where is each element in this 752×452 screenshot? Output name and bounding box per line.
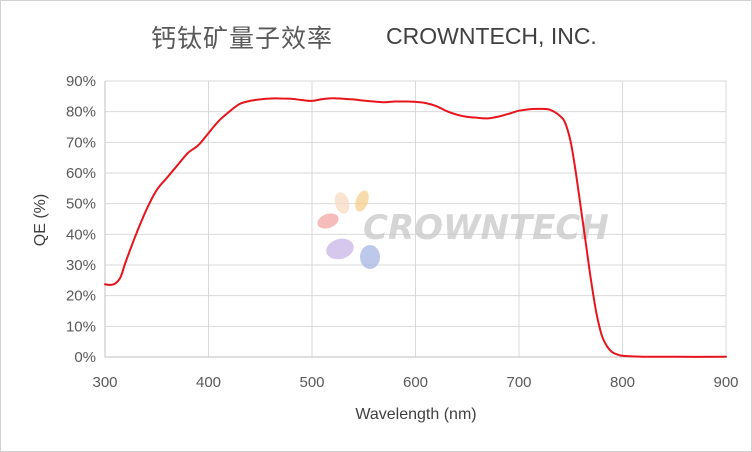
y-tick-label: 70% [66, 134, 96, 151]
axes: 0% 10% 20% 30% 40% 50% 60% 70% 80% 90% 300 400 500 60… [66, 73, 739, 391]
y-axis-label: QE (%) [32, 194, 49, 246]
x-tick-label: 300 [92, 374, 117, 391]
watermark-petal [326, 238, 354, 260]
x-axis-label: Wavelength (nm) [355, 406, 476, 423]
watermark-petal [317, 213, 339, 229]
gridlines [105, 80, 727, 357]
x-tick-label: 900 [713, 374, 738, 391]
y-tick-label: 0% [74, 349, 96, 366]
y-tick-label: 60% [66, 165, 96, 182]
watermark-petal [355, 190, 369, 212]
chart-title-company: CROWNTECH, INC. [386, 23, 597, 49]
x-tick-label: 800 [610, 374, 635, 391]
x-tick-label: 500 [299, 374, 324, 391]
y-tick-label: 40% [66, 226, 96, 243]
series-layer [104, 97, 727, 358]
watermark-petal [360, 245, 380, 269]
x-tick-label: 600 [403, 374, 428, 391]
y-tick-label: 30% [66, 257, 96, 274]
crowntech-watermark: CROWNTECH [317, 190, 609, 269]
watermark-petal [334, 192, 350, 214]
x-tick-label: 700 [506, 374, 531, 391]
watermark-flower-logo [317, 190, 380, 269]
y-tick-label: 80% [66, 104, 96, 121]
qe-series-line [104, 97, 727, 358]
chart-title-chinese: 钙钛矿量子效率 [151, 24, 334, 53]
y-tick-label: 50% [66, 196, 96, 213]
y-tick-label: 90% [66, 73, 96, 90]
x-tick-label: 400 [196, 374, 221, 391]
y-tick-label: 10% [66, 318, 96, 335]
y-tick-label: 20% [66, 288, 96, 305]
watermark-text: CROWNTECH [363, 208, 609, 248]
